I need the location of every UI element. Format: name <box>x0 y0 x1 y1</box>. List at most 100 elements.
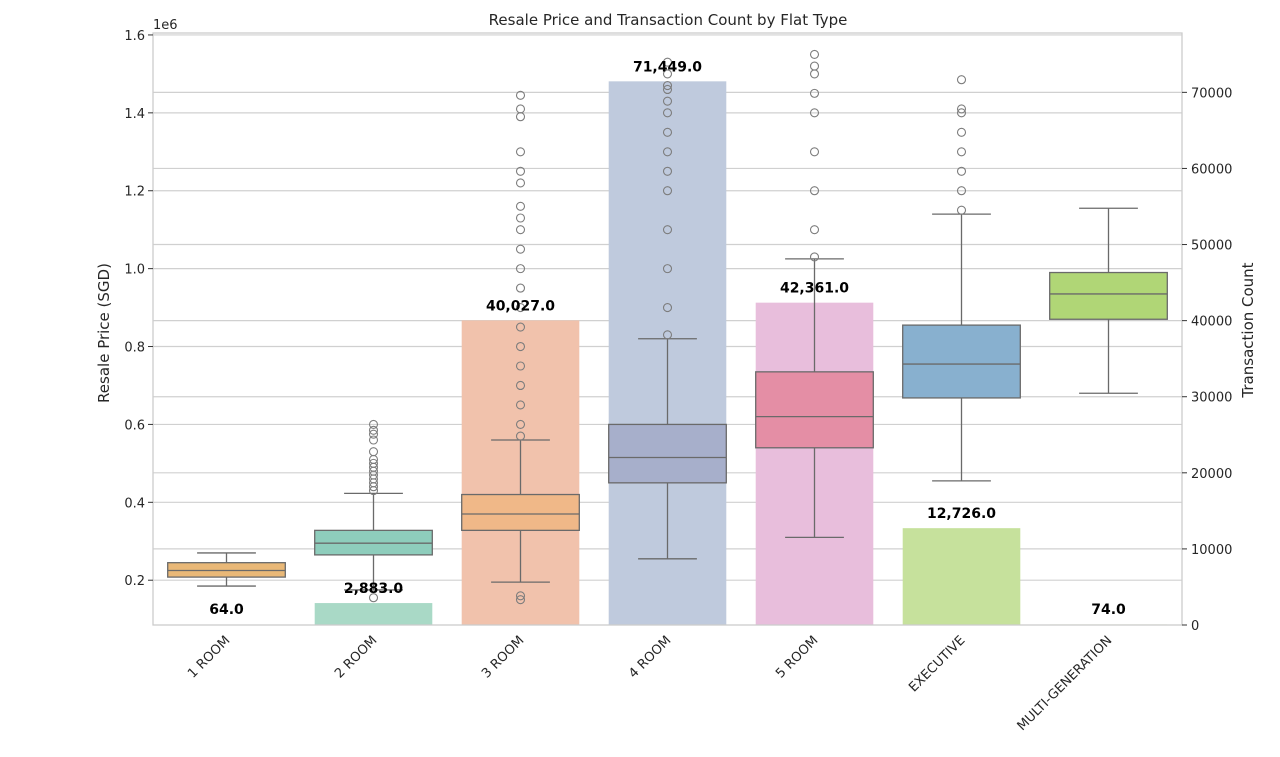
outlier-point <box>809 108 820 118</box>
outlier-point <box>956 108 967 118</box>
outlier-point <box>662 264 673 274</box>
count-label: 12,726.0 <box>927 506 996 522</box>
outlier-point <box>515 400 526 410</box>
count-label: 42,361.0 <box>780 281 849 297</box>
outlier-point <box>515 591 526 601</box>
count-bar <box>314 603 433 625</box>
outlier-point <box>515 303 526 313</box>
outlier-point <box>515 595 526 605</box>
outlier-point <box>956 75 967 85</box>
outlier-point <box>368 429 379 439</box>
outlier-point <box>662 57 673 67</box>
outlier-point <box>515 213 526 223</box>
x-axis-ticks: 1 ROOM 2 ROOM 3 ROOM 4 ROOM 5 ROOM EXECUTIVE M… <box>185 633 1115 734</box>
outlier-point <box>515 419 526 429</box>
right-tick-label: 0 <box>1191 619 1199 634</box>
outlier-point <box>515 283 526 293</box>
outlier-point <box>809 225 820 235</box>
outlier-point <box>662 330 673 340</box>
left-tick-label: 0.4 <box>124 496 145 511</box>
outlier-point <box>368 425 379 435</box>
left-tick-label: 0.6 <box>124 418 145 433</box>
outlier-point <box>809 252 820 262</box>
right-tick-label: 40000 <box>1191 315 1232 330</box>
chart-title: Resale Price and Transaction Count by Fl… <box>489 11 848 29</box>
right-axis-label: Transaction Count <box>1239 262 1257 398</box>
left-tick-label: 1.2 <box>124 185 145 200</box>
outlier-point <box>515 225 526 235</box>
plot-frame <box>152 32 1183 626</box>
box-iqr <box>902 324 1021 399</box>
outlier-point <box>662 69 673 79</box>
outlier-point <box>368 447 379 457</box>
outlier-point <box>956 205 967 215</box>
outlier-point <box>515 201 526 211</box>
right-tick-label: 10000 <box>1191 543 1232 558</box>
plot-border <box>152 32 1183 626</box>
outlier-point <box>809 49 820 59</box>
outlier-point <box>515 178 526 188</box>
outlier-point <box>662 81 673 91</box>
count-label: 71,449.0 <box>633 59 702 75</box>
x-tick-label: EXECUTIVE <box>906 633 968 695</box>
count-bar <box>902 528 1021 625</box>
x-tick-label: 3 ROOM <box>479 633 527 681</box>
outlier-point <box>515 166 526 176</box>
count-label: 64.0 <box>209 602 244 618</box>
outlier-point <box>515 147 526 157</box>
x-tick-label: 4 ROOM <box>626 633 674 681</box>
left-tick-label: 1.0 <box>124 263 145 278</box>
outlier-point <box>662 303 673 313</box>
outlier-point <box>809 147 820 157</box>
left-axis-offset-label: 1e6 <box>153 18 178 33</box>
left-tick-label: 1.4 <box>124 107 145 122</box>
outlier-point <box>662 108 673 118</box>
count-label: 74.0 <box>1091 602 1126 618</box>
box-iqr <box>608 423 727 484</box>
x-tick-label: 5 ROOM <box>773 633 821 681</box>
price-boxplots <box>167 49 1168 605</box>
right-axis-ticks: 0 10000 20000 30000 40000 50000 60000 70000 <box>1182 86 1232 634</box>
count-label: 2,883.0 <box>344 581 404 597</box>
outlier-point <box>368 435 379 445</box>
right-tick-label: 50000 <box>1191 239 1232 254</box>
outlier-point <box>515 341 526 352</box>
outlier-point <box>809 88 820 98</box>
x-tick-label: MULTI-GENERATION <box>1015 633 1116 734</box>
outlier-point <box>956 186 967 196</box>
outlier-point <box>515 380 526 391</box>
outlier-point <box>662 84 673 95</box>
outlier-point <box>662 166 673 176</box>
outlier-point <box>515 264 526 274</box>
outlier-point <box>956 104 967 114</box>
x-tick-label: 2 ROOM <box>332 633 380 681</box>
left-axis-label: Resale Price (SGD) <box>95 263 113 403</box>
outlier-point <box>809 69 820 79</box>
right-tick-label: 20000 <box>1191 467 1232 482</box>
right-tick-label: 30000 <box>1191 391 1232 406</box>
outlier-point <box>515 431 526 441</box>
outlier-point <box>515 322 526 332</box>
outlier-point <box>515 244 526 254</box>
outlier-point <box>662 96 673 106</box>
box-iqr <box>1049 271 1168 320</box>
outlier-point <box>809 61 820 71</box>
outlier-point <box>956 166 967 176</box>
outlier-point <box>809 186 820 196</box>
outlier-point <box>515 90 526 100</box>
outlier-point <box>662 186 673 196</box>
box-iqr <box>461 493 580 532</box>
outlier-point <box>956 127 967 137</box>
right-tick-label: 60000 <box>1191 162 1232 177</box>
left-axis-ticks: 0.2 0.4 0.6 0.8 1.0 1.2 1.4 1.6 <box>124 29 153 589</box>
left-tick-label: 0.8 <box>124 341 145 356</box>
right-tick-label: 70000 <box>1191 86 1232 101</box>
count-label: 40,027.0 <box>486 298 555 314</box>
outlier-point <box>662 127 673 137</box>
outlier-point <box>515 104 526 114</box>
outlier-point <box>956 147 967 157</box>
outlier-point <box>515 361 526 371</box>
left-tick-label: 1.6 <box>124 29 145 44</box>
outlier-point <box>368 419 379 429</box>
outlier-point <box>662 225 673 235</box>
